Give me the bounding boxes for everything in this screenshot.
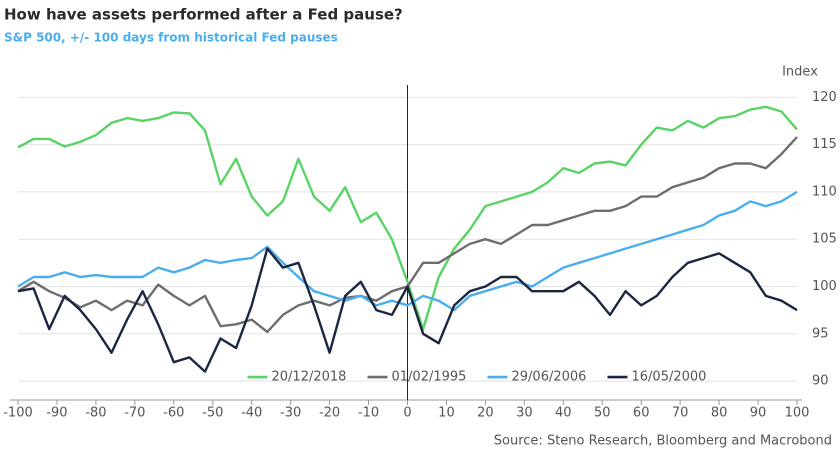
x-tick-label: -50 bbox=[202, 406, 223, 421]
x-tick-label: -80 bbox=[85, 406, 106, 421]
series-line bbox=[17, 105, 798, 331]
x-tick-label: 50 bbox=[594, 406, 611, 421]
x-tick-label: -70 bbox=[124, 406, 145, 421]
y-tick-label: 110 bbox=[812, 184, 837, 199]
x-tick-label: 20 bbox=[477, 406, 494, 421]
series-line bbox=[17, 190, 798, 312]
y-axis-label: Index bbox=[782, 65, 818, 80]
x-tick-label: 80 bbox=[711, 406, 728, 421]
x-tick-label: 30 bbox=[516, 406, 533, 421]
x-tick-label: 0 bbox=[403, 406, 411, 421]
x-tick-label: 10 bbox=[438, 406, 455, 421]
x-tick-label: 40 bbox=[555, 406, 572, 421]
legend-label: 29/06/2006 bbox=[512, 370, 587, 385]
chart-subtitle: S&P 500, +/- 100 days from historical Fe… bbox=[4, 31, 338, 45]
y-tick-label: 95 bbox=[812, 326, 829, 341]
legend-label: 01/02/1995 bbox=[392, 370, 467, 385]
x-tick-label: 60 bbox=[633, 406, 650, 421]
x-tick-label: 90 bbox=[750, 406, 767, 421]
x-tick-label: -30 bbox=[280, 406, 301, 421]
x-tick-label: -100 bbox=[3, 406, 33, 421]
y-tick-label: 120 bbox=[812, 90, 837, 105]
x-tick-label: 70 bbox=[672, 406, 689, 421]
x-tick-label: -20 bbox=[319, 406, 340, 421]
chart-title: How have assets performed after a Fed pa… bbox=[4, 6, 403, 24]
y-tick-label: 105 bbox=[812, 232, 837, 247]
x-tick-label: 100 bbox=[785, 406, 810, 421]
y-tick-label: 100 bbox=[812, 279, 837, 294]
series-line bbox=[17, 247, 798, 373]
x-tick-label: -60 bbox=[163, 406, 184, 421]
x-tick-label: -10 bbox=[358, 406, 379, 421]
source-note: Source: Steno Research, Bloomberg and Ma… bbox=[494, 434, 832, 449]
y-tick-label: 90 bbox=[812, 374, 829, 389]
y-tick-label: 115 bbox=[812, 137, 837, 152]
x-tick-label: -40 bbox=[241, 406, 262, 421]
legend-label: 16/05/2000 bbox=[632, 370, 707, 385]
legend-label: 20/12/2018 bbox=[272, 370, 347, 385]
x-tick-label: -90 bbox=[46, 406, 67, 421]
